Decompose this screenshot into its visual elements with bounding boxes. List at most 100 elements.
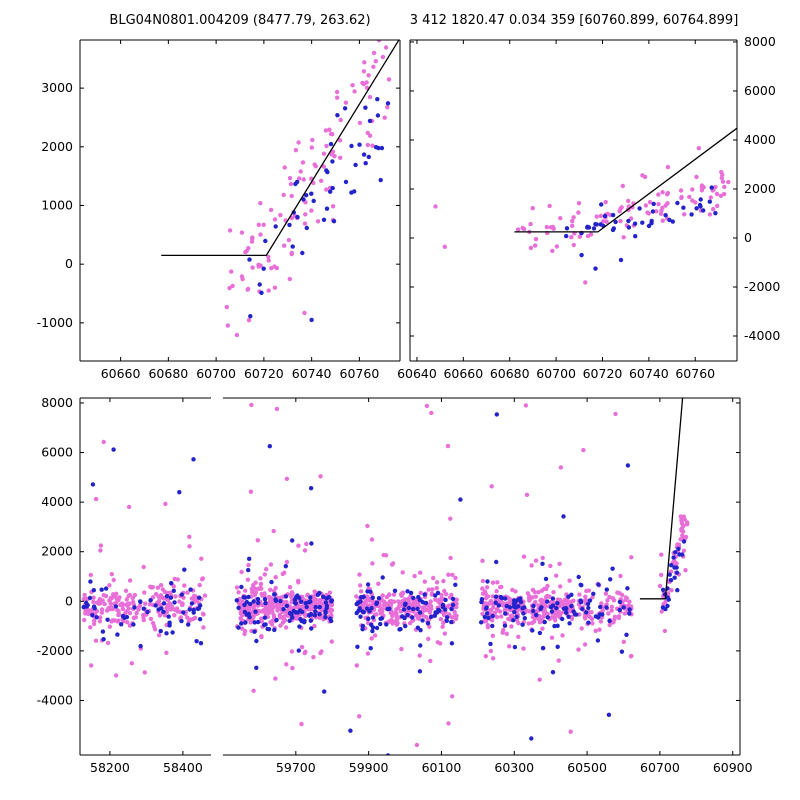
data-point-magenta [629, 653, 634, 659]
data-point-blue [591, 226, 597, 231]
data-point-blue [254, 665, 259, 670]
data-point-blue [274, 617, 279, 623]
data-point-magenta [360, 80, 365, 86]
data-point-magenta [506, 616, 511, 622]
data-point-blue [105, 617, 110, 622]
data-point-magenta [412, 573, 417, 579]
data-point-blue [357, 606, 362, 611]
data-point-blue [246, 567, 251, 573]
data-point-blue [380, 575, 385, 580]
data-point-blue [651, 201, 656, 207]
data-point-blue [450, 596, 456, 602]
data-point-blue [435, 590, 441, 596]
data-point-magenta [98, 615, 103, 620]
data-point-magenta [556, 658, 561, 663]
data-point-blue [606, 712, 612, 717]
data-point-magenta [428, 599, 433, 604]
data-point-magenta [262, 572, 267, 577]
data-point-blue [403, 601, 408, 606]
data-point-magenta [629, 555, 634, 560]
data-point-magenta [576, 210, 581, 215]
data-point-blue [304, 193, 309, 198]
data-point-blue [713, 211, 718, 216]
data-point-blue [650, 209, 656, 214]
data-point-magenta [387, 599, 393, 604]
data-point-magenta [682, 212, 687, 217]
data-point-magenta [264, 567, 269, 572]
data-point-magenta [589, 616, 595, 622]
data-point-blue [247, 601, 253, 607]
data-point-blue [256, 600, 261, 606]
data-point-blue [255, 619, 261, 625]
data-point-magenta [224, 304, 229, 310]
data-point-blue [321, 594, 326, 599]
data-point-magenta [107, 583, 112, 588]
data-point-magenta [678, 188, 684, 193]
data-point-magenta [225, 323, 230, 328]
data-point-blue [191, 457, 196, 462]
data-point-magenta [597, 627, 602, 632]
data-point-magenta [548, 563, 553, 569]
data-point-magenta [441, 620, 446, 626]
data-point-blue [672, 575, 677, 580]
data-point-blue [411, 595, 416, 601]
data-point-blue [410, 615, 415, 620]
data-point-magenta [239, 569, 244, 575]
data-point-blue [627, 607, 632, 612]
data-point-blue [633, 234, 638, 239]
data-point-magenta [93, 638, 99, 643]
data-point-magenta [576, 647, 581, 652]
data-point-blue [234, 598, 239, 603]
data-point-magenta [439, 592, 444, 598]
data-point-magenta [446, 603, 451, 608]
data-point-blue [512, 610, 517, 615]
data-point-magenta [315, 219, 321, 224]
data-point-blue [593, 222, 598, 227]
data-point-blue [252, 620, 257, 625]
data-point-blue [189, 601, 195, 606]
data-point-magenta [155, 585, 161, 590]
data-point-magenta [627, 599, 632, 604]
data-point-magenta [289, 594, 294, 600]
data-point-blue [564, 226, 570, 231]
data-point-blue [375, 113, 381, 118]
data-point-magenta [431, 575, 436, 581]
data-point-blue [301, 197, 306, 202]
data-point-blue [283, 564, 288, 569]
data-point-blue [498, 594, 504, 600]
data-point-magenta [530, 206, 535, 211]
data-point-blue [375, 97, 380, 102]
data-point-magenta [252, 586, 258, 591]
data-point-blue [490, 613, 495, 619]
data-point-magenta [357, 572, 362, 577]
data-point-blue [322, 689, 327, 694]
data-point-magenta [434, 586, 439, 591]
data-point-blue [707, 199, 712, 204]
data-point-magenta [260, 593, 265, 598]
data-point-magenta [672, 558, 677, 563]
data-point-magenta [120, 606, 126, 612]
data-point-blue [186, 622, 191, 627]
data-point-magenta [626, 198, 631, 204]
data-point-magenta [259, 634, 264, 640]
x-tick-label: 60100 [422, 760, 462, 775]
data-point-magenta [245, 287, 250, 292]
data-point-blue [534, 612, 539, 618]
data-point-blue [410, 606, 416, 612]
data-point-magenta [433, 597, 438, 602]
data-point-blue [236, 605, 241, 610]
data-point-blue [103, 586, 109, 591]
x-tick-label: 59700 [276, 760, 316, 775]
data-point-blue [355, 644, 360, 649]
data-point-blue [540, 645, 546, 651]
data-point-blue [415, 606, 420, 611]
data-point-magenta [158, 595, 163, 600]
data-point-magenta [690, 198, 695, 203]
data-point-blue [530, 628, 535, 633]
data-point-blue [343, 179, 349, 185]
data-point-blue [273, 597, 278, 602]
data-point-magenta [369, 636, 374, 641]
data-point-magenta [227, 285, 232, 291]
data-point-magenta [502, 607, 508, 612]
data-point-magenta [414, 742, 420, 748]
